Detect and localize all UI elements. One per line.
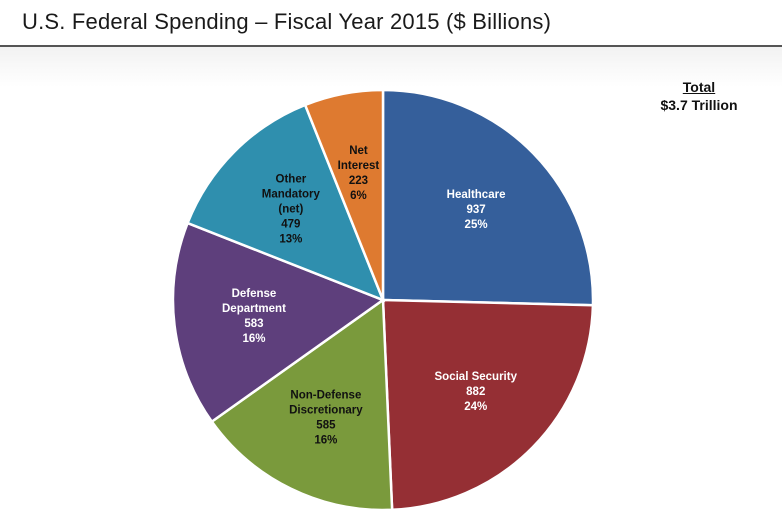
slice-value: 882	[466, 386, 485, 398]
slice-category: Other	[276, 173, 307, 185]
chart-header: U.S. Federal Spending – Fiscal Year 2015…	[0, 0, 782, 46]
slice-percent: 25%	[465, 219, 488, 231]
slice-value: 223	[349, 175, 368, 187]
slice-category: Defense	[232, 288, 277, 300]
slice-category: Non-Defense	[290, 389, 361, 401]
slice-value: 479	[281, 218, 300, 230]
total-label: Total	[682, 79, 716, 95]
slice-label: Other Mandatory (net) 479 13%	[262, 173, 321, 245]
slice-label: Social Security 882 24%	[435, 371, 518, 413]
slice-value: 583	[244, 318, 263, 330]
pie-slice	[185, 103, 386, 303]
slice-percent: 24%	[464, 401, 487, 413]
header-divider	[0, 45, 782, 47]
slice-category: Mandatory	[262, 188, 321, 200]
slice-percent: 16%	[242, 333, 265, 345]
slice-label: Non-Defense Discretionary 585 16%	[289, 389, 363, 446]
pie-slice	[381, 298, 595, 512]
pie-slices	[171, 88, 595, 512]
pie-slice	[381, 88, 595, 307]
slice-category: Social Security	[435, 371, 518, 383]
slice-value: 585	[316, 419, 336, 431]
slice-label: Healthcare 937 25%	[447, 189, 506, 231]
slice-label: Net Interest 223 6%	[338, 145, 380, 202]
pie-slice	[303, 88, 385, 301]
slice-percent: 16%	[314, 434, 337, 446]
slice-label: Defense Department 583 16%	[222, 288, 286, 345]
slice-category: Healthcare	[447, 189, 506, 201]
total-annotation: Total $3.7 Trillion	[640, 78, 758, 114]
slice-category: Department	[222, 303, 286, 315]
slice-category: Discretionary	[289, 404, 363, 416]
slice-category: Net	[349, 145, 368, 157]
pie-labels: Healthcare 937 25% Social Security 882 24% Non…	[222, 145, 518, 446]
pie-slice	[210, 297, 394, 512]
total-value: $3.7 Trillion	[660, 97, 738, 113]
chart-title: U.S. Federal Spending – Fiscal Year 2015…	[22, 9, 552, 34]
slice-value: 937	[466, 204, 485, 216]
slice-percent: 13%	[279, 233, 302, 245]
slice-category: Interest	[338, 160, 380, 172]
slice-percent: 6%	[350, 190, 367, 202]
slice-category: (net)	[278, 203, 303, 215]
pie-slice	[171, 221, 386, 424]
